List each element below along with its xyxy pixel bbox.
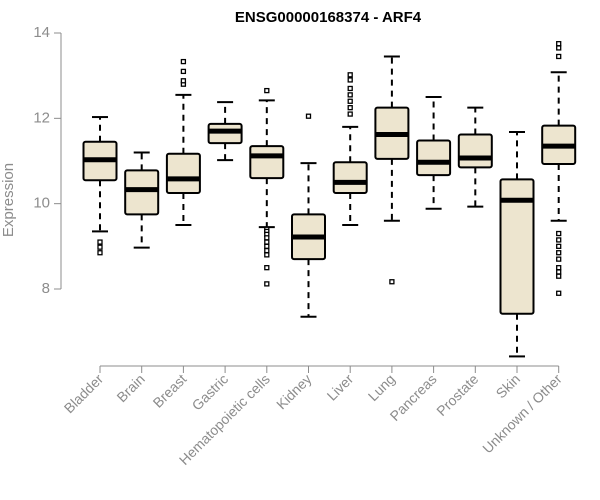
x-tick-label: Bladder	[61, 371, 107, 417]
y-tick-label: 8	[42, 280, 50, 297]
iqr-box	[124, 169, 160, 216]
outlier-point	[180, 68, 187, 75]
box-pancreas	[416, 96, 452, 210]
x-tick-label: Kidney	[273, 371, 315, 413]
outlier-point	[556, 237, 562, 243]
outlier-point	[180, 78, 187, 84]
outlier-point	[97, 239, 103, 245]
outlier-point	[180, 58, 187, 65]
x-tick-label: Breast	[150, 371, 190, 411]
box-kidney	[291, 113, 326, 318]
outlier-point	[556, 269, 562, 275]
iqr-box	[249, 145, 285, 180]
box-hematopoietic-cells	[249, 87, 285, 287]
outlier-point	[556, 265, 562, 271]
outlier-point	[556, 273, 562, 279]
x-tick-label: Liver	[324, 371, 357, 404]
outlier-point	[556, 290, 562, 296]
outlier-point	[556, 45, 562, 51]
outlier-point	[305, 113, 312, 119]
outlier-point	[264, 281, 270, 287]
iqr-box	[165, 152, 201, 195]
outlier-point	[556, 53, 562, 60]
outlier-point	[556, 41, 562, 47]
x-tick-label: Unknown / Other	[479, 371, 565, 457]
outlier-point	[389, 279, 395, 285]
box-skin	[499, 130, 535, 358]
y-tick-label: 14	[33, 24, 50, 41]
outlier-point	[264, 252, 270, 258]
outlier-point	[264, 87, 270, 94]
outlier-point	[556, 243, 562, 249]
outlier-point	[97, 244, 103, 250]
y-tick-label: 12	[33, 109, 50, 126]
outlier-point	[97, 250, 103, 256]
box-prostate	[457, 106, 493, 208]
chart-title: ENSG00000168374 - ARF4	[235, 9, 422, 26]
outlier-point	[347, 85, 353, 92]
x-tick-label: Prostate	[433, 371, 481, 419]
outlier-point	[347, 98, 353, 104]
y-tick-label: 10	[33, 195, 50, 212]
outlier-point	[264, 265, 270, 271]
box-breast	[165, 58, 201, 226]
outlier-point	[347, 111, 353, 117]
box-series	[82, 41, 577, 358]
box-liver	[332, 72, 368, 226]
box-lung	[374, 55, 410, 285]
box-brain	[124, 151, 160, 249]
x-tick-label: Skin	[493, 371, 524, 402]
iqr-box	[332, 161, 368, 194]
iqr-box	[416, 139, 452, 177]
box-gastric	[207, 101, 243, 162]
x-tick-label: Brain	[113, 371, 147, 405]
box-bladder	[82, 116, 118, 256]
outlier-point	[556, 256, 562, 262]
x-tick-label: Lung	[365, 371, 398, 404]
outlier-point	[347, 92, 353, 98]
outlier-point	[264, 239, 270, 245]
outlier-point	[556, 250, 562, 256]
outlier-point	[347, 72, 353, 78]
iqr-box	[457, 133, 493, 169]
outlier-point	[347, 77, 353, 83]
y-axis-label: Expression	[0, 163, 17, 237]
y-axis: 8 10 12 14	[33, 24, 62, 297]
outlier-point	[347, 105, 353, 111]
outlier-point	[264, 247, 270, 254]
outlier-point	[264, 235, 270, 241]
iqr-box	[499, 178, 535, 315]
outlier-point	[556, 230, 562, 237]
outlier-point	[264, 243, 270, 249]
box-unknown-other	[541, 41, 577, 296]
